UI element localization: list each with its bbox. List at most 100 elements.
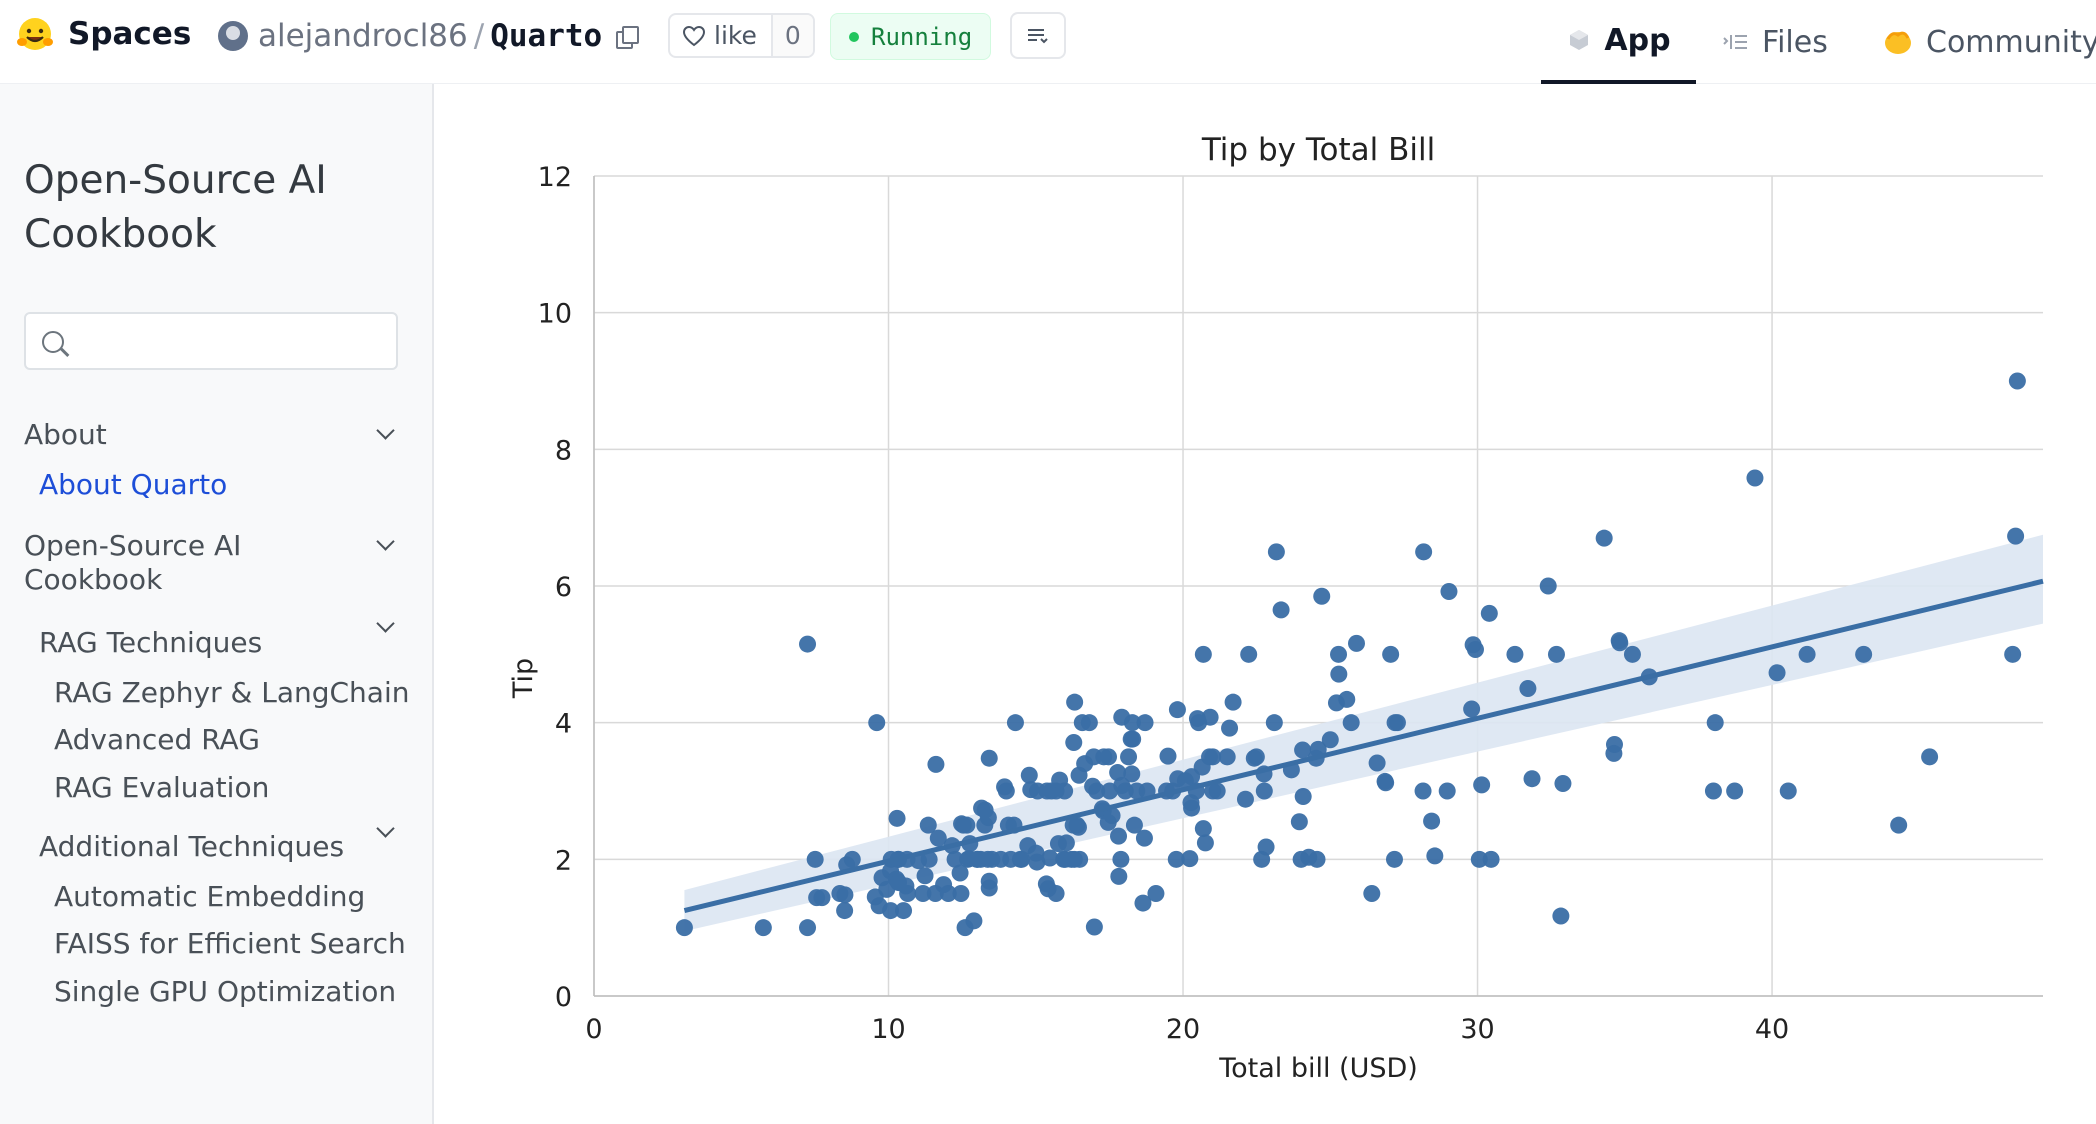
data-point [951,864,969,882]
status-badge[interactable]: Running [830,13,992,60]
data-point [1112,850,1130,868]
data-point [979,809,997,827]
data-point [1267,543,1285,561]
data-point [1020,766,1038,784]
data-point [1338,690,1356,708]
sidebar-item-additional-techniques[interactable]: Additional Techniques [39,830,345,863]
confidence-band [684,534,2043,932]
y-tick-label: 0 [555,982,572,1013]
data-point [1056,782,1074,800]
data-point [1605,736,1623,754]
data-point [1183,799,1201,817]
data-point [899,885,917,902]
heart-icon [682,25,706,46]
sidebar-item-faiss[interactable]: FAISS for Efficient Search [54,927,406,960]
data-point [946,850,964,868]
data-point [799,919,817,937]
data-point [1057,834,1075,852]
logs-button[interactable] [1010,12,1066,59]
data-point [1013,850,1031,868]
search-icon [42,331,64,353]
sidebar-item-rag-evaluation[interactable]: RAG Evaluation [54,771,270,804]
breadcrumb: alejandrocl86 / Quarto [218,14,640,58]
chevron-down-icon[interactable] [376,535,394,553]
sidebar: Open-Source AI Cookbook About About Quar… [0,84,434,1124]
data-point [1125,816,1143,834]
data-point [1423,812,1441,830]
data-point [888,809,906,827]
data-point [1065,733,1083,751]
y-tick-label: 12 [538,162,572,193]
data-point [1080,714,1098,732]
like-count[interactable]: 0 [770,15,813,56]
copy-icon[interactable] [616,26,640,49]
sidebar-item-single-gpu[interactable]: Single GPU Optimization [54,975,397,1008]
like-button[interactable]: like 0 [668,13,815,58]
data-point [1704,782,1722,800]
y-tick-label: 4 [555,709,572,740]
logs-icon [1028,28,1048,43]
data-point [1110,867,1128,885]
sidebar-item-advanced-rag[interactable]: Advanced RAG [54,723,260,756]
search-box[interactable] [24,312,398,370]
x-axis-label: Total bill (USD) [1218,1053,1418,1084]
tab-community[interactable]: Community [1882,0,2096,84]
data-point [1110,827,1128,845]
chevron-down-icon[interactable] [376,822,394,840]
sidebar-item-about-quarto[interactable]: About Quarto [39,468,228,501]
chevron-down-icon[interactable] [376,424,394,442]
data-point [1196,834,1214,852]
tab-app[interactable]: App [1541,0,1696,84]
x-tick-label: 10 [871,1014,905,1045]
data-point [1414,782,1432,800]
avatar[interactable] [218,21,248,51]
repo-link[interactable]: Quarto [490,18,603,54]
data-point [1159,747,1177,765]
chart-title: Tip by Total Bill [1201,132,1435,168]
spaces-home-link[interactable]: Spaces [16,14,191,54]
data-point [1208,782,1226,800]
data-point [1194,820,1212,838]
tab-files-label: Files [1762,24,1828,60]
like-action[interactable]: like [670,15,771,56]
data-point [920,850,938,868]
data-point [1047,885,1065,902]
sidebar-item-cookbook[interactable]: Open-Source AI Cookbook [24,529,242,596]
tab-files[interactable]: Files [1722,0,1828,84]
data-point [868,714,886,732]
y-axis-label: Tip [508,658,539,699]
files-icon [1723,35,1747,49]
data-point [1028,853,1046,871]
data-point [1539,577,1557,595]
data-point [799,635,817,653]
data-point [1466,641,1484,659]
data-point [754,919,772,937]
status-dot-icon [849,31,859,42]
sidebar-title[interactable]: Open-Source AI Cookbook [24,158,327,257]
y-tick-label: 8 [555,435,572,466]
sidebar-item-rag-techniques[interactable]: RAG Techniques [39,626,263,659]
sidebar-item-rag-zephyr[interactable]: RAG Zephyr & LangChain [54,676,410,709]
chart-area: 0 2 4 6 8 10 12 0 10 20 30 40 Tip by Total Bill Total… [434,84,2096,1124]
data-point [1595,529,1613,547]
search-input[interactable] [80,322,380,362]
status-label: Running [871,22,973,51]
data-point [1377,774,1395,792]
data-point [1247,748,1265,766]
data-point [1726,782,1744,800]
x-tick-label: 40 [1755,1014,1789,1045]
data-point [843,850,861,868]
brand-label: Spaces [68,16,192,52]
data-point [1071,850,1089,868]
sidebar-item-automatic-embedding[interactable]: Automatic Embedding [54,880,366,913]
data-point [1382,645,1400,663]
x-tick-label: 20 [1166,1014,1200,1045]
sidebar-item-about[interactable]: About [24,418,107,451]
x-tick-label: 30 [1460,1014,1494,1045]
owner-link[interactable]: alejandrocl86 [258,18,468,54]
data-point [1768,664,1786,682]
data-point [1294,741,1312,759]
data-point [1519,680,1537,697]
tab-community-label: Community [1926,24,2096,60]
chevron-down-icon[interactable] [376,617,394,635]
